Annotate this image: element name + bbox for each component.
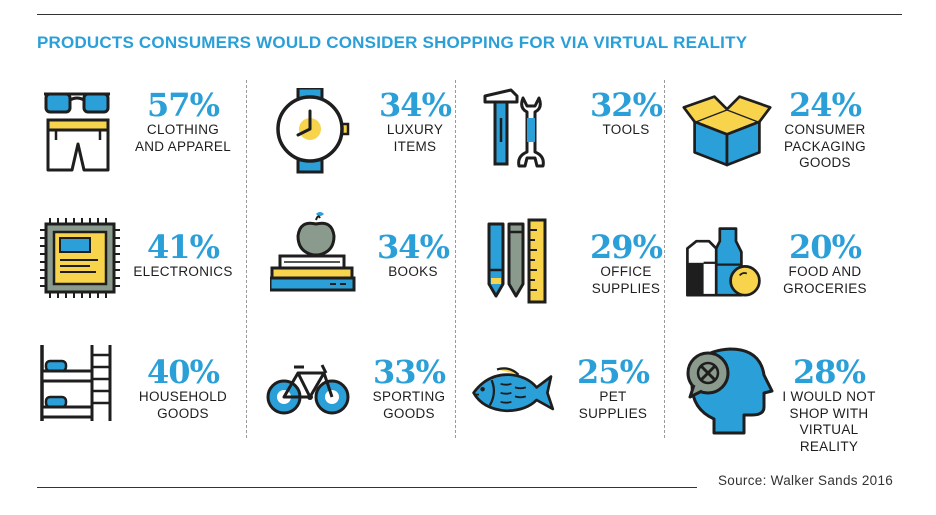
stat-item: 28% I WOULD NOT SHOP WITH VIRTUAL REALIT…: [686, 347, 891, 465]
stat-item: 24% CONSUMER PACKAGING GOODS: [682, 88, 887, 198]
stat-label: PET SUPPLIES: [578, 389, 648, 421]
bottom-rule: [37, 487, 697, 488]
stat-label: FOOD AND GROCERIES: [783, 264, 867, 296]
watch-icon: [276, 88, 350, 174]
stat-percentage: 32%: [590, 86, 663, 124]
stat-percentage: 40%: [147, 353, 220, 391]
stat-percentage: 41%: [147, 228, 220, 266]
stat-label: LUXURY ITEMS: [386, 122, 444, 154]
stat-percentage: 33%: [373, 353, 446, 391]
stat-label: BOOKS: [388, 264, 438, 279]
stat-percentage: 20%: [789, 228, 862, 266]
column-divider: [455, 80, 456, 438]
stat-label: HOUSEHOLD GOODS: [138, 389, 228, 421]
stat-percentage: 28%: [793, 353, 866, 391]
clothing-icon: [44, 92, 110, 172]
stat-percentage: 34%: [379, 86, 452, 124]
stat-label: OFFICE SUPPLIES: [591, 264, 661, 296]
office-supplies-icon: [487, 218, 547, 304]
stat-percentage: 25%: [577, 353, 650, 391]
stat-percentage: 57%: [147, 86, 220, 124]
stat-item: 34% LUXURY ITEMS: [272, 88, 477, 198]
stat-item: 34% BOOKS: [270, 212, 475, 340]
stat-item: 29% OFFICE SUPPLIES: [483, 218, 688, 340]
stat-label: CLOTHING AND APPAREL: [134, 122, 232, 154]
stat-item: 33% SPORTING GOODS: [266, 355, 471, 465]
stat-item: 20% FOOD AND GROCERIES: [682, 227, 887, 340]
stat-item: 25% PET SUPPLIES: [470, 355, 675, 465]
column-divider: [246, 80, 247, 438]
stat-item: 32% TOOLS: [483, 88, 688, 198]
books-icon: [270, 212, 356, 292]
bunk-bed-icon: [40, 345, 112, 421]
stat-percentage: 29%: [590, 228, 663, 266]
tools-icon: [483, 88, 545, 168]
stat-percentage: 34%: [377, 228, 450, 266]
fish-icon: [472, 367, 555, 413]
stat-percentage: 24%: [789, 86, 862, 124]
bicycle-icon: [266, 364, 350, 415]
vr-refusal-icon: [686, 347, 774, 435]
stat-label: TOOLS: [602, 122, 650, 137]
stat-label: ELECTRONICS: [133, 264, 233, 279]
groceries-icon: [686, 227, 761, 297]
chart-title: PRODUCTS CONSUMERS WOULD CONSIDER SHOPPI…: [37, 33, 748, 52]
column-divider: [664, 80, 665, 438]
source-note: Source: Walker Sands 2016: [718, 473, 894, 488]
top-rule: [37, 14, 902, 15]
stat-item: 57% CLOTHING AND APPAREL: [40, 88, 245, 198]
stat-item: 41% ELECTRONICS: [40, 218, 245, 340]
stat-item: 40% HOUSEHOLD GOODS: [40, 345, 245, 465]
stat-label: SPORTING GOODS: [372, 389, 446, 421]
stat-label: CONSUMER PACKAGING GOODS: [784, 122, 866, 170]
chip-icon: [40, 218, 120, 298]
box-icon: [682, 95, 772, 167]
stat-label: I WOULD NOT SHOP WITH VIRTUAL REALITY: [782, 389, 876, 454]
